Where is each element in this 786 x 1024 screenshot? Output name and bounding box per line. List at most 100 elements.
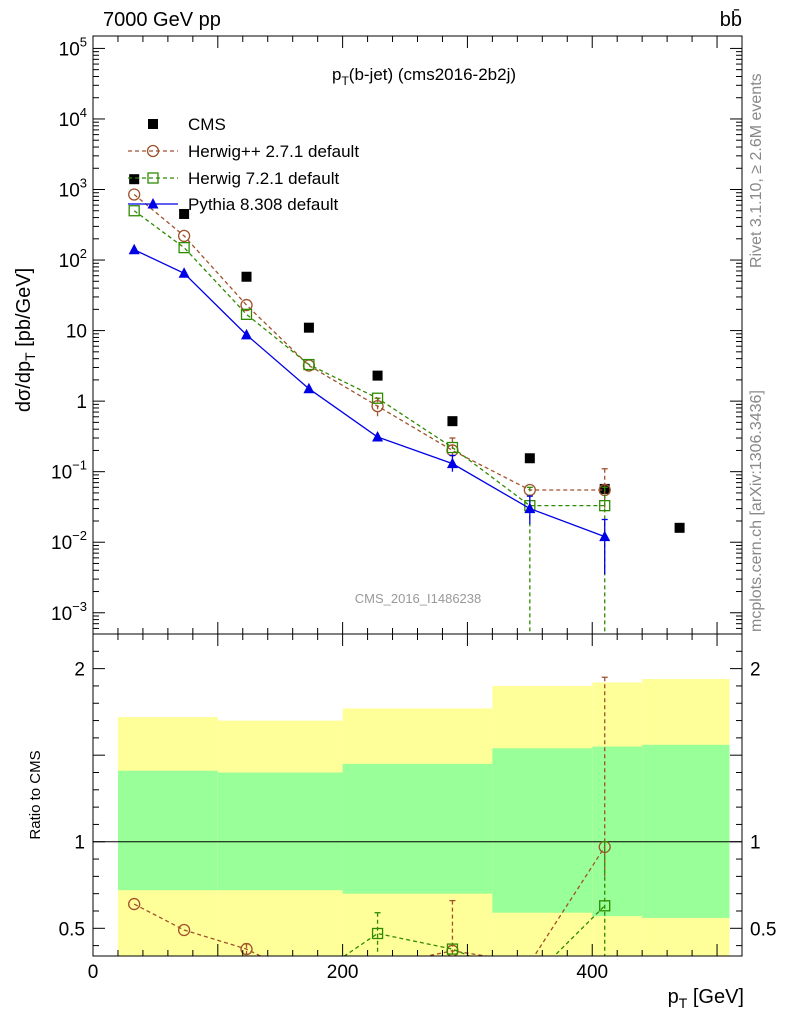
point-data-3 bbox=[303, 322, 314, 333]
point-herwig7-2 bbox=[240, 308, 253, 320]
ratio-point-herwig7-5 bbox=[446, 943, 459, 955]
point-herwig7-1 bbox=[178, 241, 190, 254]
ytick-base: 10 bbox=[59, 251, 80, 272]
main-panel bbox=[128, 174, 685, 634]
chart-title: pT(b-jet) (cms2016-2b2j) bbox=[332, 65, 516, 88]
ytick-base: 10 bbox=[59, 110, 80, 131]
point-herwig_pp-1 bbox=[177, 229, 191, 243]
ytick-label-0: 10−3 bbox=[51, 599, 87, 625]
uncertainty-bands bbox=[93, 679, 742, 956]
series-line-pythia bbox=[133, 249, 605, 538]
x-axis-label: pT [GeV] bbox=[668, 986, 744, 1011]
x-axis-label-sub: T bbox=[679, 995, 688, 1011]
ytick-exp: −1 bbox=[72, 458, 87, 473]
chart-title-rest: (b-jet) (cms2016-2b2j) bbox=[349, 65, 516, 84]
point-herwig_pp-2 bbox=[240, 298, 253, 312]
y-axis-label-main: dσ/dp bbox=[13, 361, 35, 412]
point-pythia-5 bbox=[446, 457, 458, 469]
ratio-axis-label: Ratio to CMS bbox=[27, 750, 44, 839]
ytick-label-6: 103 bbox=[59, 176, 87, 202]
point-data-2 bbox=[241, 271, 252, 282]
point-herwig7-7 bbox=[599, 499, 611, 512]
ytick-label-7: 104 bbox=[59, 105, 87, 131]
band-inner-1 bbox=[217, 772, 343, 891]
point-data-4 bbox=[372, 370, 383, 381]
x-axis-label-main: p bbox=[668, 986, 679, 1008]
ytick-exp: 5 bbox=[80, 34, 87, 49]
legend-label-herwig_pp: Herwig++ 2.7.1 default bbox=[188, 142, 359, 161]
ratio-point-herwig_pp-2 bbox=[240, 942, 253, 956]
xtick-label-2: 400 bbox=[576, 962, 608, 983]
point-data-6 bbox=[524, 453, 535, 464]
point-pythia-2 bbox=[241, 328, 253, 340]
ytick-exp: −3 bbox=[72, 599, 87, 614]
ratio-ytick-label-right-0: 0.5 bbox=[750, 919, 776, 940]
x-axis-label-rest: [GeV] bbox=[687, 986, 744, 1008]
rivet-label: Rivet 3.1.10, ≥ 2.6M events bbox=[748, 73, 765, 268]
point-pythia-1 bbox=[178, 267, 190, 278]
ytick-label-8: 105 bbox=[59, 34, 87, 60]
point-herwig_pp-0 bbox=[128, 188, 141, 201]
ratio-ytick-label-left-0: 0.5 bbox=[59, 919, 85, 940]
legend-label-pythia: Pythia 8.308 default bbox=[188, 195, 339, 214]
point-data-5 bbox=[447, 416, 458, 427]
point-data-0 bbox=[129, 174, 140, 185]
band-inner-0 bbox=[117, 770, 218, 891]
xtick-label-0: 0 bbox=[88, 962, 99, 983]
ytick-base: 10 bbox=[59, 181, 80, 202]
legend-marker-herwig_pp bbox=[146, 144, 160, 158]
ytick-exp: 3 bbox=[80, 176, 87, 191]
chart-title-sub: T bbox=[341, 74, 349, 88]
ytick-base: 10 bbox=[51, 604, 72, 625]
ytick-label-2: 10−1 bbox=[51, 458, 87, 484]
legend-label-data: CMS bbox=[188, 115, 226, 134]
ytick-label-3: 1 bbox=[76, 392, 87, 413]
legend-marker-data bbox=[148, 119, 158, 129]
point-herwig_pp-4 bbox=[371, 399, 384, 413]
ratio-ytick-label-right-2: 2 bbox=[750, 660, 761, 681]
point-herwig7-3 bbox=[303, 358, 315, 371]
xtick-label-1: 200 bbox=[327, 962, 359, 983]
legend: CMS Herwig++ 2.7.1 default Herwig 7.2.1 de… bbox=[128, 115, 359, 214]
point-pythia-3 bbox=[303, 382, 315, 394]
ratio-panel bbox=[128, 676, 611, 956]
ratio-point-herwig7-4 bbox=[371, 927, 384, 940]
chart-title-main: p bbox=[332, 65, 341, 84]
header-right: bb̄ bbox=[720, 8, 742, 31]
point-herwig7-0 bbox=[128, 205, 140, 217]
header-left: 7000 GeV pp bbox=[103, 9, 221, 31]
ratio-ytick-label-left-1: 1 bbox=[74, 833, 85, 854]
ratio-point-herwig_pp-1 bbox=[177, 923, 191, 937]
ytick-exp: −2 bbox=[72, 528, 87, 543]
band-inner-5 bbox=[642, 744, 730, 918]
point-pythia-7 bbox=[599, 530, 611, 542]
point-herwig7-5 bbox=[446, 441, 459, 454]
watermark: CMS_2016_I1486238 bbox=[355, 591, 482, 606]
y-axis-label-rest: [pb/GeV] bbox=[13, 268, 35, 353]
legend-marker-pythia bbox=[147, 198, 159, 209]
series-line-herwig_pp bbox=[133, 193, 605, 491]
point-data-8 bbox=[674, 522, 685, 533]
ytick-base: 10 bbox=[66, 322, 87, 343]
ytick-base: 10 bbox=[59, 39, 80, 60]
band-inner-4 bbox=[592, 746, 643, 917]
ratio-ytick-label-left-2: 2 bbox=[74, 660, 85, 681]
ytick-base: 10 bbox=[51, 533, 72, 554]
band-inner-3 bbox=[492, 748, 593, 913]
band-inner-2 bbox=[342, 763, 493, 894]
ratio-ytick-label-right-1: 1 bbox=[750, 833, 761, 854]
point-pythia-6 bbox=[524, 502, 536, 514]
legend-marker-herwig7 bbox=[147, 172, 159, 184]
ratio-point-herwig_pp-0 bbox=[128, 897, 141, 911]
ratio-point-herwig7-7 bbox=[599, 900, 611, 912]
point-data-1 bbox=[179, 208, 190, 219]
y-axis-label: dσ/dpT [pb/GeV] bbox=[13, 268, 38, 412]
ytick-base: 1 bbox=[76, 392, 87, 413]
point-pythia-4 bbox=[372, 431, 384, 442]
y-axis-label-sub: T bbox=[22, 352, 38, 361]
ytick-base: 10 bbox=[51, 463, 72, 484]
ytick-label-1: 10−2 bbox=[51, 528, 87, 554]
ytick-label-5: 102 bbox=[59, 246, 87, 272]
